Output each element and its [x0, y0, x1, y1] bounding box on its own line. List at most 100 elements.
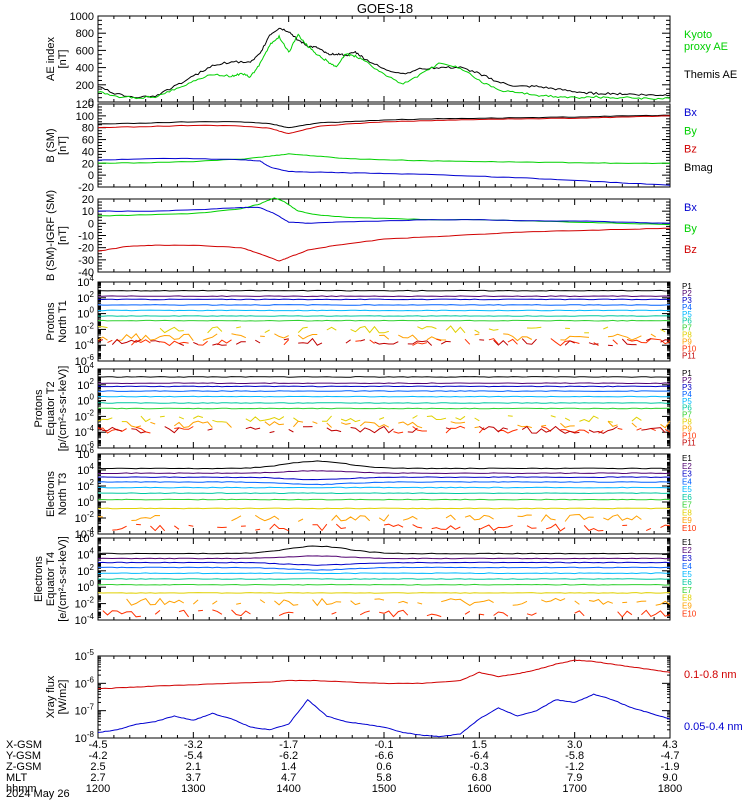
- channel-line-e9: [351, 601, 361, 605]
- channel-line-p8: [527, 327, 541, 328]
- channel-line-e10: [641, 610, 670, 616]
- channel-line-e10: [575, 611, 585, 616]
- y-tick-label: 106: [77, 530, 94, 545]
- channel-line-p4: [98, 305, 670, 306]
- panel-frame: [98, 282, 670, 361]
- y-tick-label: 10-5: [75, 648, 95, 663]
- channel-line-p9: [293, 421, 303, 427]
- channel-line-p8: [193, 416, 203, 419]
- y-tick-label: 10-2: [75, 596, 95, 611]
- channel-line-e9: [193, 600, 198, 604]
- channel-line-p9: [398, 422, 422, 428]
- y-tick-label: 10-4: [75, 424, 95, 439]
- channel-line-p9: [232, 334, 246, 338]
- channel-line-p8: [489, 329, 499, 330]
- channel-line-e10: [112, 526, 126, 530]
- y-axis-label: [W/m2]: [57, 680, 69, 715]
- y-axis-label: B (SM): [45, 128, 57, 162]
- channel-line-e9: [298, 519, 303, 521]
- channel-label: P11: [682, 438, 696, 447]
- y-tick-label: 10-6: [75, 675, 95, 690]
- y-tick-label: 106: [77, 446, 94, 461]
- channel-line-e9: [603, 515, 641, 521]
- y-tick-label: -20: [78, 182, 94, 194]
- panel-frame: [98, 16, 670, 102]
- channel-line-e10: [465, 611, 470, 614]
- channel-line-p9: [503, 334, 532, 341]
- series-line-0-05-0-4-nm: [98, 694, 670, 737]
- channel-line-p9: [313, 422, 318, 424]
- channel-line-p11: [236, 342, 246, 345]
- y-tick-label: 104: [77, 462, 94, 477]
- channel-line-e9: [313, 599, 342, 606]
- channel-line-e10: [360, 611, 370, 615]
- y-tick-label: -10: [78, 231, 94, 243]
- series-line-bz: [98, 116, 670, 134]
- channel-line-e10: [432, 526, 461, 530]
- channel-line-p9: [651, 334, 656, 337]
- legend-entry: By: [684, 125, 697, 137]
- channel-line-e10: [189, 525, 194, 526]
- channel-line-p11: [522, 339, 536, 345]
- x-axis-value: 1300: [181, 783, 205, 795]
- legend-entry: 0.1-0.8 nm: [684, 669, 737, 681]
- channel-line-p8: [456, 416, 466, 419]
- channel-line-e10: [413, 525, 423, 528]
- channel-line-p9: [560, 423, 574, 427]
- channel-line-p11: [165, 427, 179, 433]
- y-tick-label: 80: [82, 123, 94, 135]
- y-tick-label: 10-7: [75, 703, 95, 718]
- channel-line-e9: [565, 515, 594, 522]
- channel-line-e10: [584, 525, 603, 531]
- channel-line-p9: [518, 425, 532, 428]
- channel-line-e2: [98, 556, 670, 559]
- channel-line-p2: [98, 296, 670, 297]
- channel-line-p8: [446, 326, 465, 333]
- y-axis-label: Electrons: [45, 471, 57, 517]
- channel-line-p11: [270, 432, 275, 433]
- channel-line-p8: [603, 327, 608, 329]
- legend-entry: By: [684, 223, 697, 235]
- y-tick-label: 120: [76, 99, 94, 111]
- channel-line-p8: [351, 326, 389, 332]
- channel-line-e9: [131, 516, 160, 521]
- channel-line-p9: [174, 421, 212, 427]
- channel-line-p9: [274, 334, 288, 338]
- channel-line-p10: [355, 341, 360, 342]
- y-tick-label: 102: [77, 478, 94, 493]
- channel-label: E10: [682, 610, 697, 619]
- channel-line-p11: [193, 342, 198, 344]
- channel-line-e10: [527, 526, 537, 529]
- channel-line-e10: [212, 610, 222, 614]
- channel-line-p10: [284, 340, 289, 345]
- channel-line-p10: [508, 339, 518, 344]
- channel-line-e10: [427, 614, 441, 616]
- channel-line-p9: [341, 423, 351, 425]
- channel-line-e9: [332, 515, 370, 520]
- channel-line-p8: [475, 418, 480, 421]
- y-tick-label: 102: [77, 290, 94, 305]
- legend-entry: Themis AE: [684, 69, 737, 81]
- channel-line-p11: [246, 427, 260, 429]
- channel-line-p10: [637, 428, 642, 430]
- channel-line-e9: [398, 601, 408, 603]
- channel-line-p8: [160, 416, 165, 417]
- channel-line-p8: [632, 417, 642, 421]
- y-axis-label: AE index: [45, 36, 57, 81]
- channel-line-p11: [441, 341, 451, 344]
- channel-line-p8: [236, 327, 241, 328]
- channel-line-e10: [479, 525, 512, 530]
- channel-line-p7: [98, 320, 670, 321]
- channel-line-p5: [98, 310, 670, 311]
- y-tick-label: 100: [77, 393, 94, 408]
- channel-line-p8: [508, 416, 513, 417]
- channel-line-p11: [255, 340, 260, 343]
- y-axis-label: [p/(cm²-s-sr-keV)]: [57, 366, 69, 452]
- channel-line-p8: [341, 419, 360, 422]
- channel-line-p8: [246, 417, 284, 422]
- channel-line-e9: [575, 601, 580, 605]
- legend-entry: 0.05-0.4 nm: [684, 721, 743, 733]
- y-axis-label: North T3: [57, 473, 69, 516]
